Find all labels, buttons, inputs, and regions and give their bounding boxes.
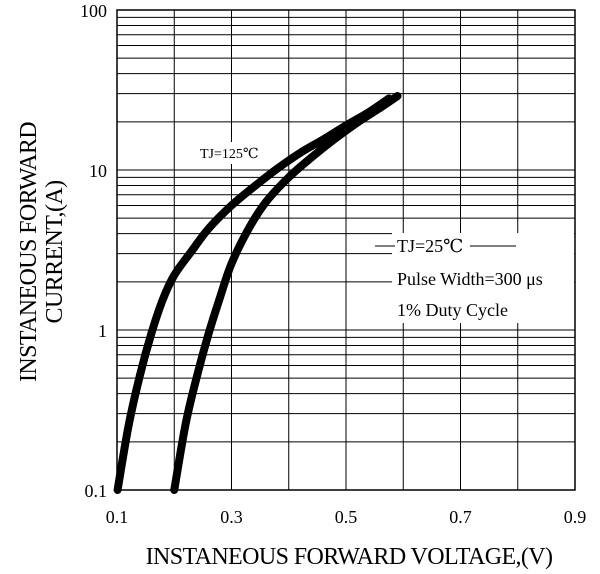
curves bbox=[113, 92, 402, 494]
curve-tj-25 bbox=[170, 92, 402, 494]
grid-lines bbox=[116, 9, 576, 491]
hot-label-bg bbox=[196, 142, 276, 164]
cold-curve-label: TJ=25℃ bbox=[397, 236, 463, 256]
curve-tj-125 bbox=[113, 94, 393, 494]
hot-curve-label: TJ=125℃ bbox=[200, 147, 259, 162]
x-tick-label: 0.5 bbox=[335, 507, 358, 527]
pulse-width-note: Pulse Width=300 μs bbox=[397, 269, 543, 289]
legend-bg bbox=[392, 233, 574, 323]
y-tick-label: 100 bbox=[80, 1, 107, 21]
x-tick-labels: 0.1 0.3 0.5 0.7 0.9 bbox=[106, 507, 587, 527]
x-tick-label: 0.3 bbox=[220, 507, 243, 527]
x-tick-label: 0.1 bbox=[106, 507, 129, 527]
x-tick-label: 0.7 bbox=[449, 507, 472, 527]
y-tick-label: 10 bbox=[89, 161, 107, 181]
y-axis-label-line2: CURRENT,(A) bbox=[42, 181, 68, 324]
y-axis-label-line1: INSTANEOUS FORWARD bbox=[16, 122, 42, 382]
y-tick-label: 0.1 bbox=[85, 481, 108, 501]
y-tick-labels: 0.1 1 10 100 bbox=[80, 1, 107, 501]
plot-frame bbox=[116, 9, 576, 491]
x-tick-label: 0.9 bbox=[564, 507, 587, 527]
y-tick-label: 1 bbox=[98, 321, 107, 341]
x-axis-label: INSTANEOUS FORWARD VOLTAGE,(V) bbox=[146, 544, 553, 570]
duty-cycle-note: 1% Duty Cycle bbox=[397, 300, 508, 320]
